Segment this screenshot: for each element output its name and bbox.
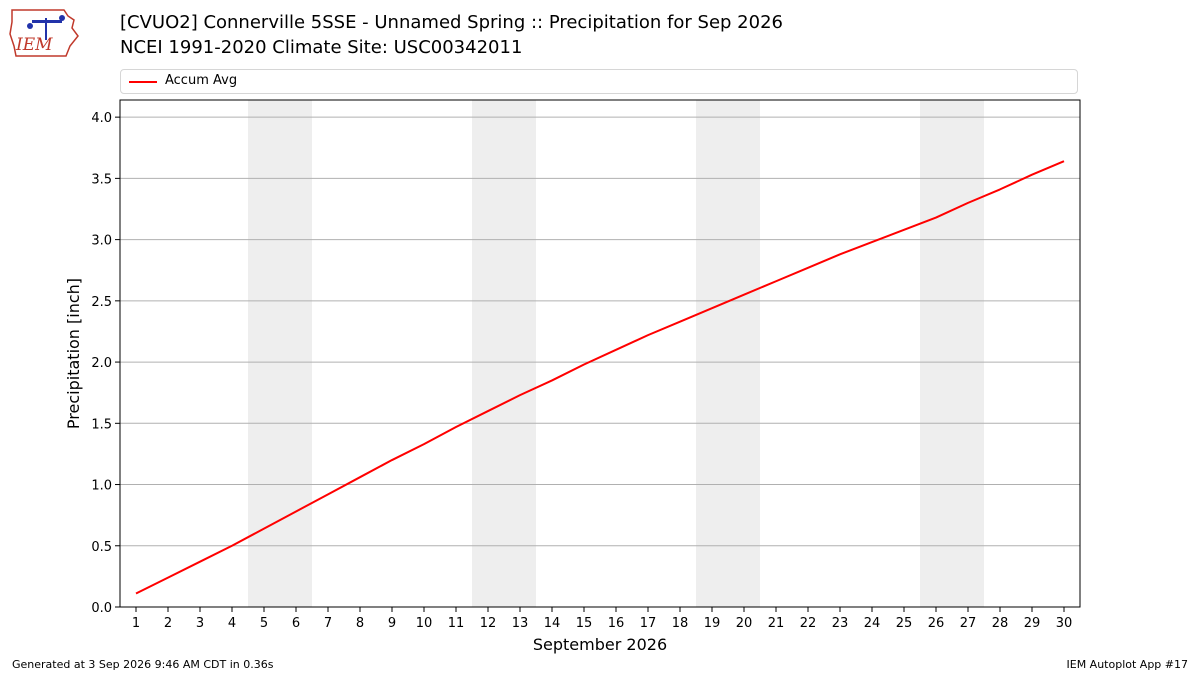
weekend-band-1	[248, 100, 312, 607]
y-tick-label: 3.5	[91, 172, 112, 187]
x-tick-label: 6	[292, 616, 300, 631]
x-tick-label: 2	[164, 616, 172, 631]
x-tick-label: 4	[228, 616, 236, 631]
weekend-band-4	[920, 100, 984, 607]
app-id: IEM Autoplot App #17	[1066, 658, 1189, 671]
x-tick-label: 24	[864, 616, 881, 631]
x-tick-label: 3	[196, 616, 204, 631]
x-tick-label: 15	[576, 616, 593, 631]
generated-timestamp: Generated at 3 Sep 2026 9:46 AM CDT in 0…	[12, 658, 274, 671]
x-tick-label: 21	[768, 616, 785, 631]
x-tick-label: 11	[448, 616, 465, 631]
weekend-band-2	[472, 100, 536, 607]
x-tick-label: 10	[416, 616, 433, 631]
x-tick-label: 27	[960, 616, 977, 631]
y-tick-label: 3.0	[91, 234, 112, 249]
legend-label-accum-avg: Accum Avg	[165, 73, 238, 88]
x-tick-label: 16	[608, 616, 625, 631]
x-tick-label: 26	[928, 616, 945, 631]
x-tick-label: 22	[800, 616, 817, 631]
chart-subtitle: NCEI 1991-2020 Climate Site: USC00342011	[120, 37, 523, 58]
logo-text: IEM	[15, 35, 53, 55]
legend-swatch-accum-avg	[129, 81, 157, 83]
x-tick-label: 13	[512, 616, 529, 631]
x-tick-label: 23	[832, 616, 849, 631]
x-tick-label: 5	[260, 616, 268, 631]
chart-title: [CVUO2] Connerville 5SSE - Unnamed Sprin…	[120, 12, 783, 33]
x-tick-label: 1	[132, 616, 140, 631]
y-tick-label: 1.5	[91, 417, 112, 432]
plot-frame	[119, 99, 1081, 608]
y-tick-label: 4.0	[91, 111, 112, 126]
y-tick-label: 2.5	[91, 295, 112, 310]
x-tick-label: 20	[736, 616, 753, 631]
y-tick-label: 2.0	[91, 356, 112, 371]
x-tick-label: 25	[896, 616, 913, 631]
x-tick-label: 17	[640, 616, 657, 631]
x-axis-label: September 2026	[533, 635, 667, 654]
x-tick-label: 29	[1024, 616, 1041, 631]
y-tick-label: 0.5	[91, 540, 112, 555]
y-tick-label: 1.0	[91, 479, 112, 494]
series-line-accum-avg	[135, 160, 1065, 595]
x-tick-label: 18	[672, 616, 689, 631]
x-tick-label: 14	[544, 616, 561, 631]
iem-logo: IEM	[9, 9, 79, 57]
iowa-outline-icon	[9, 9, 79, 57]
y-tick-label: 0.0	[91, 601, 112, 616]
x-tick-label: 30	[1056, 616, 1073, 631]
x-tick-label: 8	[356, 616, 364, 631]
y-axis-label: Precipitation [inch]	[64, 278, 83, 429]
x-tick-label: 12	[480, 616, 497, 631]
x-tick-label: 28	[992, 616, 1009, 631]
x-tick-label: 9	[388, 616, 396, 631]
weekend-band-3	[696, 100, 760, 607]
x-tick-label: 7	[324, 616, 332, 631]
x-tick-label: 19	[704, 616, 721, 631]
legend: Accum Avg	[120, 69, 1078, 94]
